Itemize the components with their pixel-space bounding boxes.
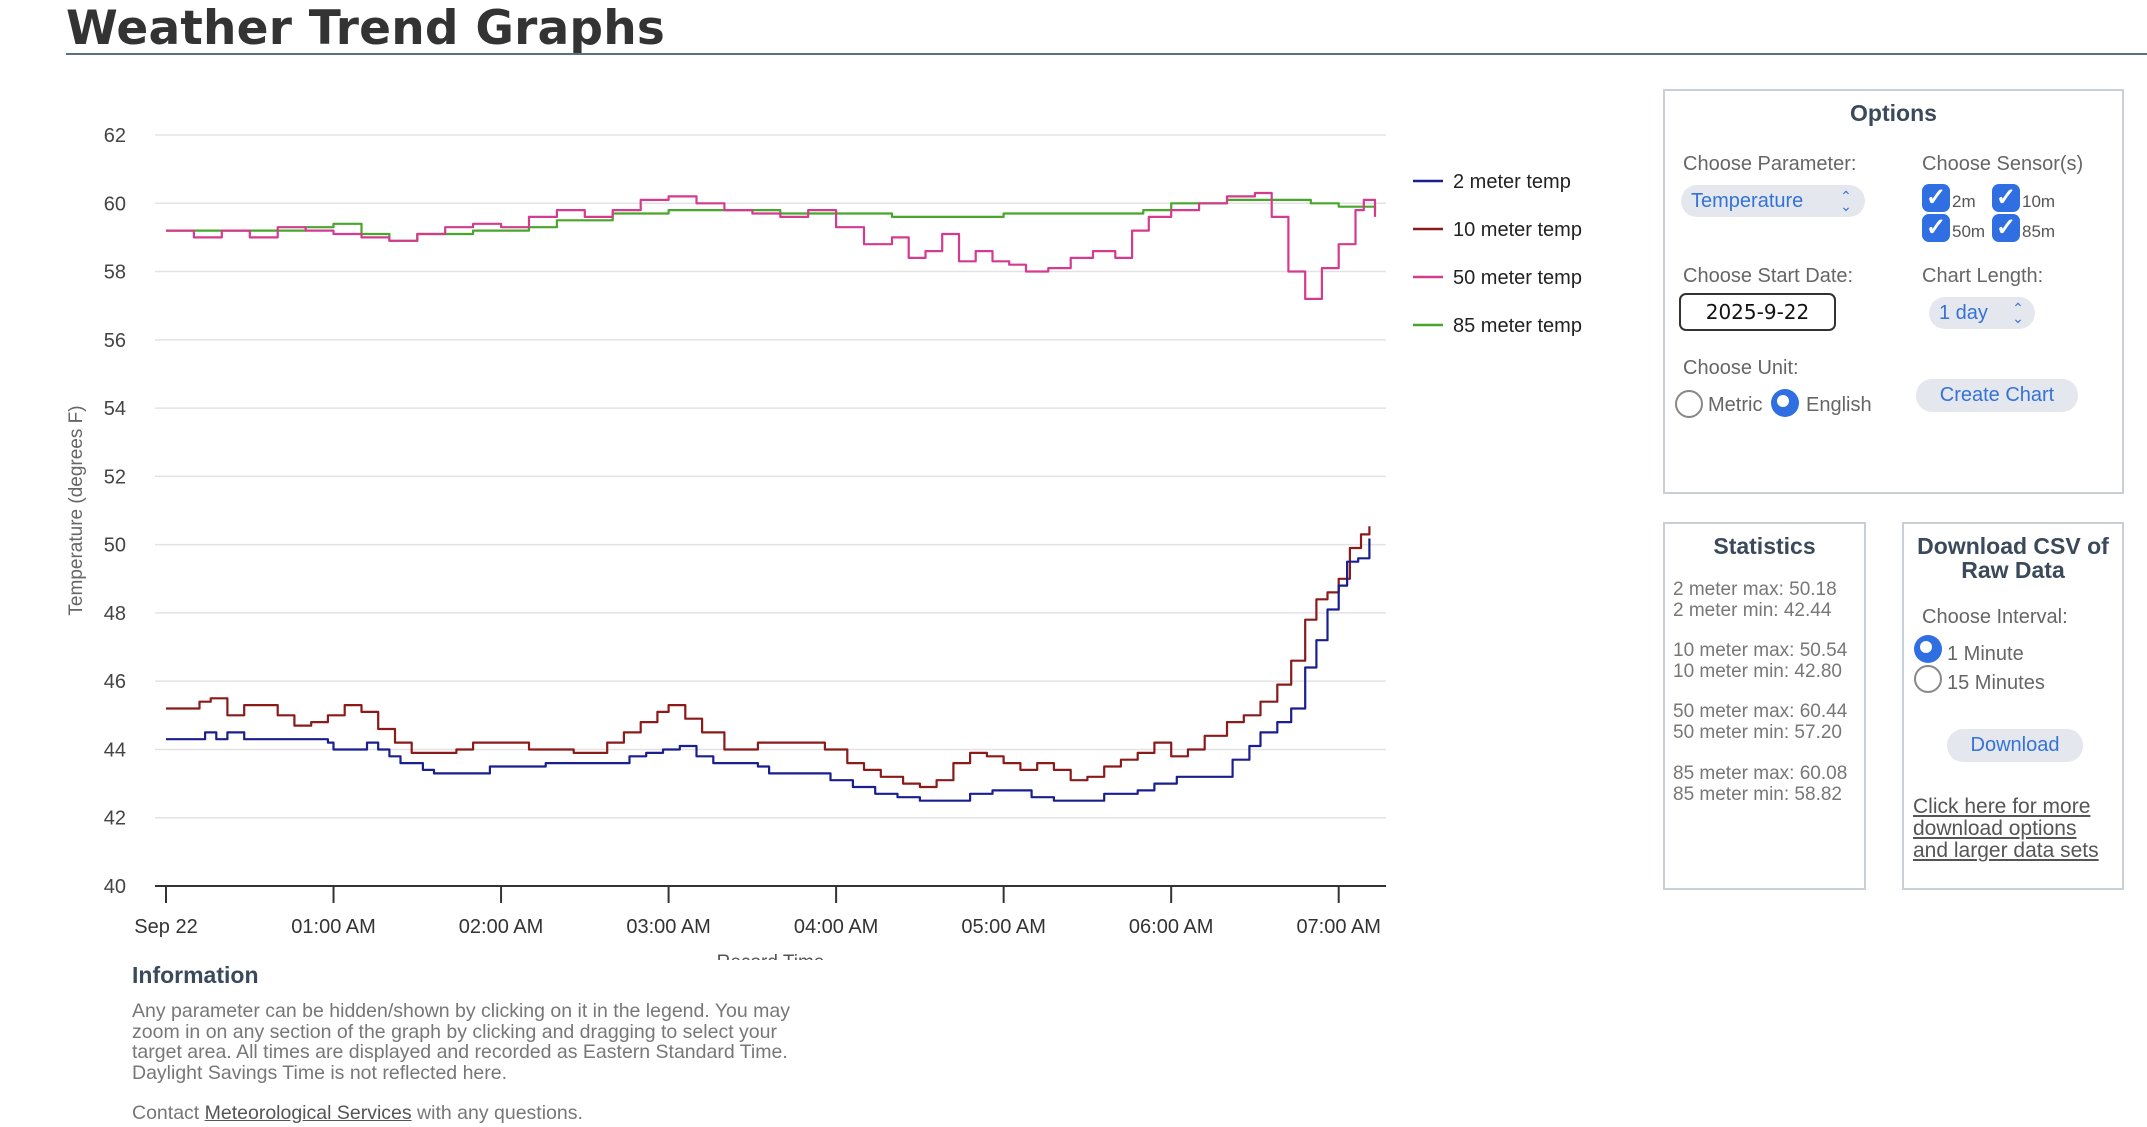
- y-tick-label: 46: [104, 671, 126, 693]
- interval-1min-label: 1 Minute: [1947, 643, 2024, 665]
- stat-85m-max: 85 meter max: 60.08: [1673, 763, 1848, 784]
- x-tick-label: 03:00 AM: [626, 916, 711, 938]
- sensor-10m-checkbox[interactable]: ✓: [1992, 184, 2020, 212]
- parameter-label: Choose Parameter:: [1683, 153, 1857, 175]
- contact-prefix: Contact: [132, 1102, 205, 1124]
- more-download-options-link-line3[interactable]: and larger data sets: [1913, 839, 2099, 862]
- legend-item-label[interactable]: 10 meter temp: [1453, 219, 1582, 241]
- x-tick-label: 05:00 AM: [961, 916, 1046, 938]
- download-title-line1: Download CSV of: [1917, 533, 2109, 559]
- y-tick-label: 62: [104, 125, 126, 147]
- series-line-50-meter-temp: [166, 191, 1377, 300]
- information-line: Daylight Savings Time is not reflected h…: [132, 1061, 508, 1084]
- interval-1min-radio[interactable]: [1914, 635, 1942, 663]
- sensor-50m-checkbox[interactable]: ✓: [1922, 214, 1950, 242]
- options-panel: [1663, 89, 2124, 494]
- information-title: Information: [132, 962, 259, 988]
- sensor-85m-label: 85m: [2022, 222, 2056, 241]
- sensor-50m-label: 50m: [1952, 222, 1986, 241]
- sensor-2m-label: 2m: [1952, 192, 1976, 211]
- title-divider: [66, 53, 2147, 55]
- download-panel: [1902, 522, 2124, 890]
- stat-50m-max: 50 meter max: 60.44: [1673, 701, 1848, 722]
- x-axis-label: Record Time: [717, 952, 825, 960]
- more-download-options-link-line1[interactable]: Click here for more: [1913, 795, 2091, 818]
- meteorological-services-link[interactable]: Meteorological Services: [204, 1102, 412, 1124]
- legend-item-label[interactable]: 2 meter temp: [1453, 171, 1571, 193]
- stat-85m-min: 85 meter min: 58.82: [1673, 784, 1842, 805]
- chart-length-label: Chart Length:: [1922, 265, 2044, 287]
- interval-label: Choose Interval:: [1922, 606, 2068, 628]
- parameter-value: Temperature: [1691, 190, 1804, 212]
- information-line: target area. All times are displayed and…: [132, 1041, 788, 1063]
- legend-item-label[interactable]: 50 meter temp: [1453, 267, 1582, 289]
- more-download-options-link-line2[interactable]: download options: [1913, 817, 2077, 840]
- contact-line: Contact Meteorological Services with any…: [132, 1102, 583, 1125]
- information-line: zoom in on any section of the graph by c…: [132, 1020, 777, 1043]
- x-tick-label: 04:00 AM: [794, 916, 879, 938]
- interval-15min-radio[interactable]: [1914, 665, 1942, 693]
- y-tick-label: 52: [104, 466, 126, 488]
- stat-10m-max: 10 meter max: 50.54: [1673, 640, 1848, 661]
- x-tick-label: 06:00 AM: [1129, 916, 1214, 938]
- y-tick-label: 60: [104, 193, 126, 215]
- y-tick-label: 54: [104, 398, 126, 420]
- series-line-2-meter-temp: [166, 538, 1371, 802]
- download-title-line2: Raw Data: [1961, 557, 2065, 583]
- chart-length-value: 1 day: [1939, 302, 1988, 324]
- statistics-title: Statistics: [1713, 533, 1816, 559]
- chevron-updown-icon: ⌃ ⌄: [2012, 300, 2024, 326]
- start-date-input[interactable]: 2025-9-22: [1679, 293, 1836, 331]
- y-tick-label: 58: [104, 262, 126, 284]
- sensor-85m-checkbox[interactable]: ✓: [1992, 214, 2020, 242]
- parameter-select[interactable]: Temperature: [1681, 185, 1865, 217]
- interval-15min-label: 15 Minutes: [1947, 672, 2045, 694]
- y-axis-label: Temperature (degrees F): [66, 405, 87, 615]
- stat-10m-min: 10 meter min: 42.80: [1673, 661, 1842, 682]
- y-tick-label: 48: [104, 603, 126, 625]
- y-tick-label: 44: [104, 739, 126, 761]
- stat-2m-min: 2 meter min: 42.44: [1673, 600, 1832, 621]
- y-tick-label: 56: [104, 330, 126, 352]
- sensors-label: Choose Sensor(s): [1922, 153, 2084, 175]
- page-title: Weather Trend Graphs: [66, 1, 666, 56]
- y-tick-label: 40: [104, 876, 126, 898]
- series-line-10-meter-temp: [166, 526, 1371, 789]
- x-tick-label: Sep 22: [134, 916, 197, 938]
- information-line: Any parameter can be hidden/shown by cli…: [132, 1000, 791, 1022]
- sensor-2m-checkbox[interactable]: ✓: [1922, 184, 1950, 212]
- legend-item-label[interactable]: 85 meter temp: [1453, 315, 1582, 337]
- chart-length-select[interactable]: 1 day: [1929, 297, 2035, 329]
- y-tick-label: 42: [104, 808, 126, 830]
- stat-2m-max: 2 meter max: 50.18: [1673, 579, 1837, 600]
- chevron-updown-icon: ⌃ ⌄: [1840, 188, 1852, 214]
- x-tick-label: 07:00 AM: [1296, 916, 1381, 938]
- statistics-panel: [1663, 522, 1866, 890]
- x-tick-label: 02:00 AM: [459, 916, 544, 938]
- temperature-chart[interactable]: 40 42 44 46 48 50 52 54 56 58 60 62 Sep 22 01:00 AM 02…: [0, 0, 1640, 960]
- unit-english-label: English: [1806, 394, 1872, 416]
- unit-metric-radio[interactable]: [1675, 390, 1703, 418]
- create-chart-button[interactable]: Create Chart: [1916, 379, 2078, 412]
- contact-suffix: with any questions.: [411, 1102, 583, 1124]
- information-text: Any parameter can be hidden/shown by cli…: [132, 1001, 852, 1083]
- start-date-label: Choose Start Date:: [1683, 265, 1854, 287]
- unit-metric-label: Metric: [1708, 394, 1763, 416]
- options-title: Options: [1850, 100, 1937, 126]
- y-tick-label: 50: [104, 535, 126, 557]
- x-tick-label: 01:00 AM: [291, 916, 376, 938]
- stat-50m-min: 50 meter min: 57.20: [1673, 722, 1842, 743]
- unit-label: Choose Unit:: [1683, 357, 1799, 379]
- unit-english-radio[interactable]: [1771, 389, 1799, 417]
- download-button[interactable]: Download: [1947, 729, 2083, 762]
- sensor-10m-label: 10m: [2022, 192, 2056, 211]
